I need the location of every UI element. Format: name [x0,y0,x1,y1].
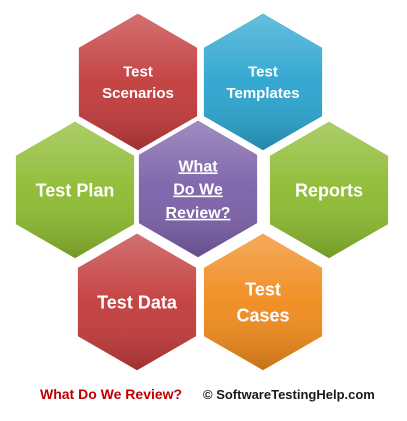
hexagon-label-line: Cases [236,305,289,325]
hexagon-shading [78,234,196,370]
hexagon-label-line: Review? [166,205,231,222]
footer: What Do We Review? © SoftwareTestingHelp… [0,386,407,408]
hexagon-test-data: Test Data [74,230,200,374]
hexagon-shading [16,122,134,258]
hexagon-test-plan: Test Plan [12,118,138,262]
hexagon-center: What Do We Review? [135,117,261,261]
footer-title: What Do We Review? [40,386,183,402]
hexagon-shading [204,14,322,150]
hexagon-shading [79,14,197,150]
hexagon-shading [270,122,388,258]
hexagon-shading [204,234,322,370]
hexagon-label-line: Test [123,63,153,80]
hexagon-label-line: Test [245,279,281,299]
footer-credit: © SoftwareTestingHelp.com [203,387,375,402]
hexagon-test-templates: Test Templates [200,10,326,154]
hexagon-test-scenarios: Test Scenarios [75,10,201,154]
hexagon-label-line: Templates [226,85,299,102]
hexagon-test-cases: Test Cases [200,230,326,374]
hexagon-label-line: Scenarios [102,85,174,102]
hexagon-reports: Reports [266,118,392,262]
hexagon-label-line: Test [248,63,278,80]
hexagon-label-line: Do We [173,182,223,199]
hexagon-label-line: What [178,158,218,175]
hexagon-label-line: Test Plan [36,180,115,200]
hexagon-label-line: Reports [295,180,363,200]
hexagon-shading [139,121,257,257]
hexagon-label-line: Test Data [97,292,178,312]
